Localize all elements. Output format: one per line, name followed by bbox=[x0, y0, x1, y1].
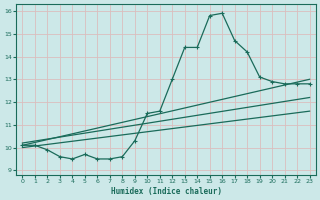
X-axis label: Humidex (Indice chaleur): Humidex (Indice chaleur) bbox=[110, 187, 221, 196]
